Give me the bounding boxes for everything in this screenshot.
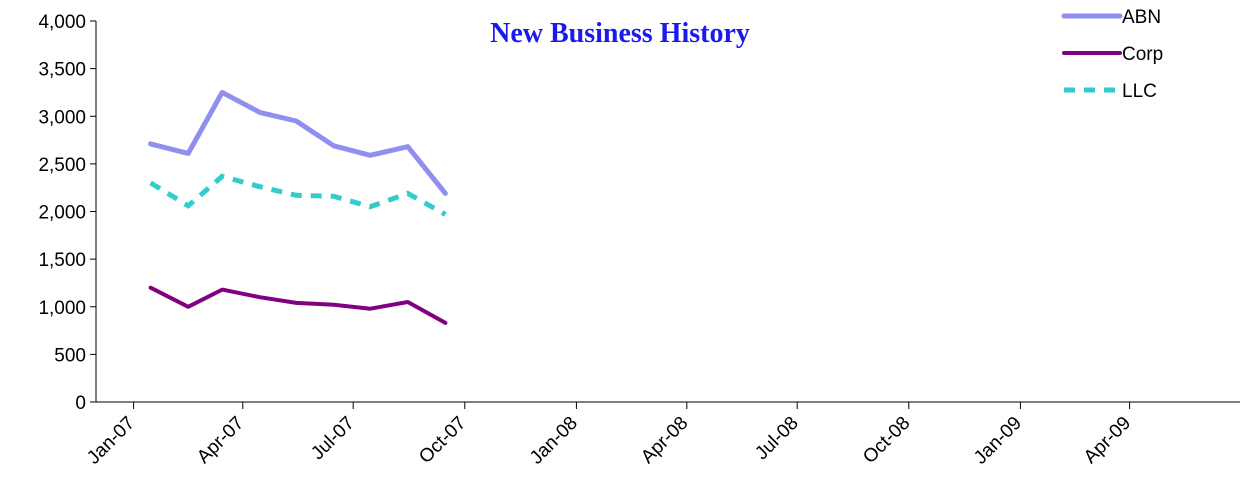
x-tick-label: Jul-08	[751, 413, 802, 464]
series-line-corp	[148, 285, 448, 325]
x-tick-label: Jan-08	[526, 413, 582, 469]
legend-label-corp: Corp	[1122, 44, 1163, 65]
x-tick-label: Jan-07	[83, 413, 139, 469]
y-axis: 0 500 1,000 1,500 2,000 2,500 3,000 3,500 4,000	[38, 12, 97, 414]
x-tick-label: Oct-07	[415, 413, 470, 468]
y-tick-label: 500	[54, 345, 86, 366]
legend-label-llc: LLC	[1122, 81, 1157, 102]
x-tick-label: Apr-09	[1080, 413, 1135, 468]
x-tick-label: Apr-08	[637, 413, 692, 468]
x-tick-label: Oct-08	[859, 413, 914, 468]
y-tick-label: 1,500	[38, 250, 86, 271]
x-tick-label: Jan-09	[970, 413, 1026, 469]
y-tick-label: 2,000	[38, 203, 86, 224]
y-tick-label: 1,000	[38, 298, 86, 319]
y-tick-label: 3,000	[38, 107, 86, 128]
y-tick-label: 0	[75, 393, 86, 414]
x-axis: Jan-07 Apr-07 Jul-07 Oct-07 Jan-08 Apr-08 Jul-…	[83, 401, 1240, 469]
x-tick-label: Apr-07	[193, 413, 248, 468]
series-layer	[148, 89, 448, 325]
y-tick-label: 3,500	[38, 60, 86, 81]
series-line-abn	[148, 89, 448, 196]
chart-title: New Business History	[490, 18, 750, 49]
y-tick-label: 4,000	[38, 12, 86, 33]
x-tick-label: Jul-07	[307, 413, 358, 464]
y-tick-label: 2,500	[38, 155, 86, 176]
series-line-llc	[149, 173, 447, 217]
legend: ABN Corp LLC	[1061, 7, 1163, 102]
legend-label-abn: ABN	[1122, 7, 1161, 28]
